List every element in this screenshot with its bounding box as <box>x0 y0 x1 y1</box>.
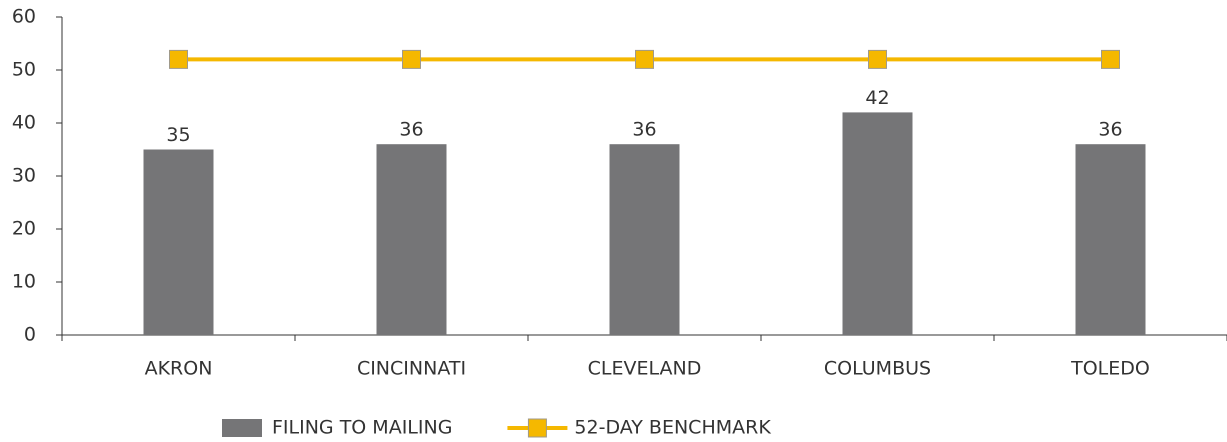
marker <box>635 49 654 69</box>
marker <box>868 49 887 69</box>
legend-marker <box>527 418 547 438</box>
data-label: 42 <box>865 87 889 109</box>
y-tick-label: 30 <box>12 165 36 187</box>
bar <box>609 144 680 335</box>
data-label: 35 <box>166 124 190 146</box>
legend-label: 52-DAY BENCHMARK <box>574 417 771 439</box>
x-tick-label: COLUMBUS <box>824 358 931 380</box>
marker <box>169 49 188 69</box>
x-tick-label: AKRON <box>145 358 213 380</box>
y-tick-label: 10 <box>12 271 36 293</box>
data-label: 36 <box>399 119 423 141</box>
data-label: 36 <box>1098 119 1122 141</box>
y-tick-label: 20 <box>12 218 36 240</box>
y-tick-label: 60 <box>12 6 36 28</box>
x-tick-label: TOLEDO <box>1070 358 1150 380</box>
marker <box>1101 49 1120 69</box>
bar <box>842 112 913 336</box>
bar <box>1075 144 1146 335</box>
bar <box>376 144 447 335</box>
bar <box>143 149 214 335</box>
x-tick-label: CINCINNATI <box>357 358 466 380</box>
x-tick-label: CLEVELAND <box>588 358 702 380</box>
data-label: 36 <box>632 119 656 141</box>
y-tick-label: 40 <box>12 112 36 134</box>
marker <box>402 49 421 69</box>
legend-label: FILING TO MAILING <box>272 417 452 439</box>
y-tick-label: 0 <box>24 324 36 346</box>
y-tick-label: 50 <box>12 59 36 81</box>
legend-swatch <box>222 419 262 437</box>
